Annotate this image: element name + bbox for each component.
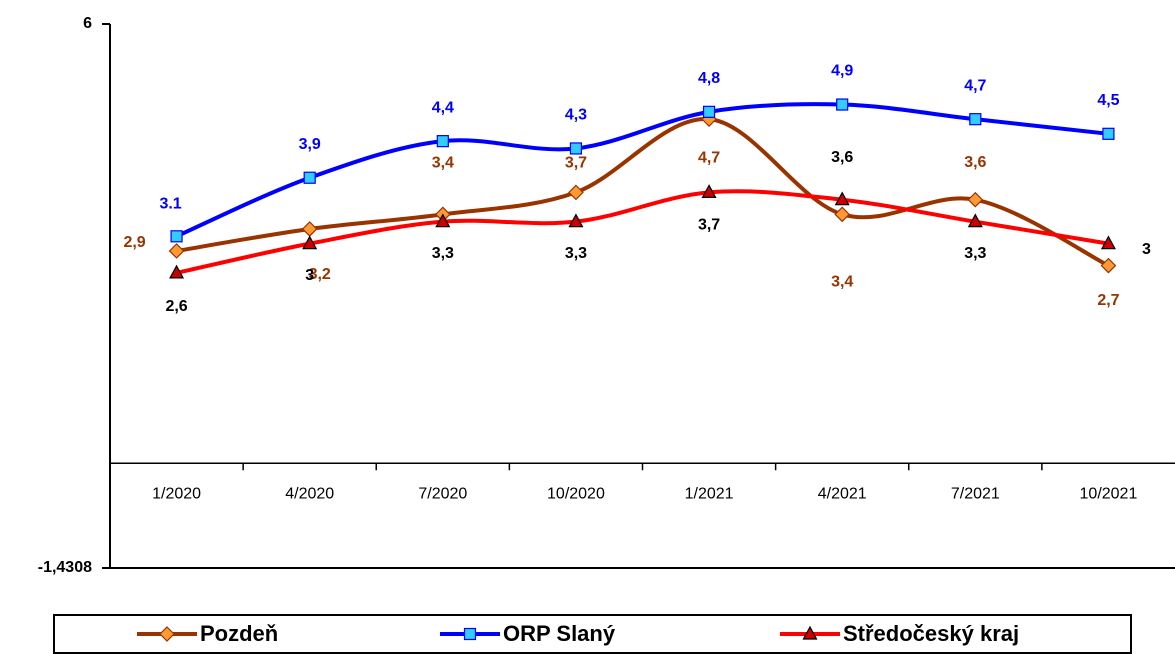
data-label: 3,9 xyxy=(299,136,321,153)
data-point xyxy=(702,105,716,118)
legend-marker xyxy=(159,626,175,642)
data-label: 2,9 xyxy=(123,234,145,251)
data-point xyxy=(834,191,850,206)
data-point xyxy=(568,184,584,201)
data-point xyxy=(569,142,583,155)
data-label: 2,6 xyxy=(165,298,187,315)
data-point xyxy=(303,171,316,184)
data-point xyxy=(436,135,449,148)
data-label: 3,3 xyxy=(964,245,986,262)
data-label: 3,3 xyxy=(565,245,587,262)
legend-marker xyxy=(802,625,818,640)
data-label: 3,7 xyxy=(565,155,587,172)
data-point xyxy=(302,235,318,250)
data-label: 3,6 xyxy=(831,149,853,166)
data-label: 2,7 xyxy=(1097,292,1119,309)
data-point xyxy=(169,264,185,279)
data-point xyxy=(969,113,982,126)
x-tick-label: 10/2020 xyxy=(547,485,605,502)
data-point xyxy=(701,184,717,198)
data-label: 3 xyxy=(1142,241,1151,258)
data-label: 4,3 xyxy=(565,107,587,124)
data-label: 3,6 xyxy=(964,154,986,171)
data-label: 3.1 xyxy=(159,196,181,213)
x-tick-label: 4/2020 xyxy=(285,485,334,502)
legend-label: ORP Slaný xyxy=(503,621,616,646)
legend-box xyxy=(53,614,1132,654)
data-label: 3,4 xyxy=(432,155,454,172)
data-point xyxy=(1102,127,1115,140)
data-point xyxy=(568,213,584,228)
data-point xyxy=(1100,235,1116,250)
data-point xyxy=(834,206,851,223)
data-point xyxy=(967,191,984,208)
x-tick-label: 1/2020 xyxy=(152,485,201,502)
data-label: 3,4 xyxy=(831,274,853,291)
data-point xyxy=(301,221,318,237)
data-label: 4,4 xyxy=(432,99,454,116)
x-tick-label: 7/2020 xyxy=(418,485,467,502)
legend-label: Středočeský kraj xyxy=(843,621,1019,646)
data-label: 4,8 xyxy=(698,70,720,87)
series-line xyxy=(176,117,1110,268)
data-label: 4,7 xyxy=(964,77,986,94)
data-label: 4,5 xyxy=(1097,92,1119,109)
x-tick-label: 7/2021 xyxy=(951,485,1000,502)
data-point xyxy=(168,243,185,259)
y-tick-label: 6 xyxy=(83,15,92,32)
data-point xyxy=(1100,257,1117,274)
y-tick-label: -1,4308 xyxy=(38,559,92,576)
data-point xyxy=(170,230,183,243)
data-point xyxy=(836,98,849,111)
legend-marker xyxy=(463,627,477,641)
x-tick-label: 10/2021 xyxy=(1080,485,1138,502)
legend-label: Pozdeň xyxy=(200,621,278,646)
data-label: 3 xyxy=(305,267,314,284)
data-label: 3,7 xyxy=(698,217,720,234)
data-label: 3,3 xyxy=(432,245,454,262)
data-point xyxy=(967,213,983,228)
data-label: 4,7 xyxy=(698,149,720,166)
x-tick-label: 4/2021 xyxy=(818,485,867,502)
data-label: 4,9 xyxy=(831,63,853,80)
data-point xyxy=(435,213,451,228)
series-line xyxy=(176,189,1109,275)
data-label: 3,2 xyxy=(309,266,331,283)
x-tick-label: 1/2021 xyxy=(685,485,734,502)
